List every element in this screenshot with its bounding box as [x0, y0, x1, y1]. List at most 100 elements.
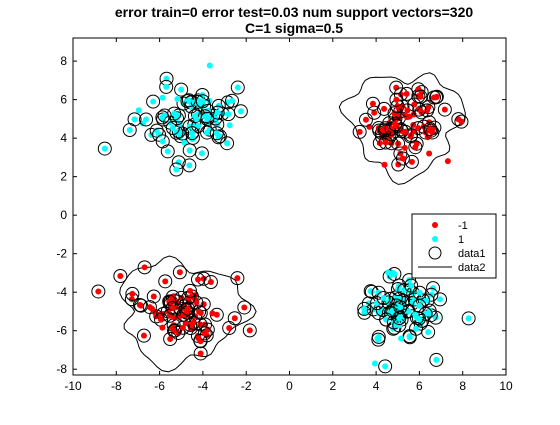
legend-entry-label: data1 [458, 248, 486, 260]
x-tick-label: -10 [64, 379, 82, 393]
legend-dot-marker [432, 222, 438, 228]
class-neg1-point [117, 273, 123, 279]
class-neg1-point [370, 101, 376, 107]
class-pos1-point [160, 138, 166, 144]
class-neg1-point [147, 304, 153, 310]
class-neg1-point [431, 95, 437, 101]
class-pos1-point [171, 111, 177, 117]
class-neg1-point [208, 279, 214, 285]
legend: -1 1 data1 data2 [412, 214, 496, 278]
class-neg1-point [363, 117, 369, 123]
class-pos1-point [204, 130, 210, 136]
class-neg1-point [202, 330, 208, 336]
class-pos1-point [200, 98, 206, 104]
class-pos1-point [215, 110, 221, 116]
class-neg1-point [247, 327, 253, 333]
class-pos1-point [225, 111, 231, 117]
class-pos1-point [186, 162, 192, 168]
class-pos1-point [385, 270, 391, 276]
class-neg1-point [167, 336, 173, 342]
class-neg1-point [382, 162, 388, 168]
y-tick-label: -4 [56, 285, 67, 299]
class-neg1-point [442, 107, 448, 113]
class-neg1-point [170, 305, 176, 311]
class-neg1-point [234, 275, 240, 281]
class-neg1-point [445, 158, 451, 164]
class-pos1-point [194, 116, 200, 122]
class-neg1-point [129, 291, 135, 297]
class-pos1-point [165, 148, 171, 154]
class-neg1-point [137, 302, 143, 308]
class-pos1-point [397, 304, 403, 310]
class-pos1-point [207, 62, 213, 68]
class-neg1-point [162, 278, 168, 284]
class-neg1-point [195, 335, 201, 341]
class-neg1-point [129, 296, 135, 302]
class-pos1-point [187, 147, 193, 153]
class-pos1-point [437, 296, 443, 302]
class-pos1-point [132, 116, 138, 122]
y-tick-label: 4 [60, 131, 67, 145]
class-neg1-point [411, 102, 417, 108]
class-neg1-point [241, 304, 247, 310]
x-tick-label: 0 [286, 379, 293, 393]
class-pos1-point [433, 357, 439, 363]
class-neg1-point [232, 315, 238, 321]
class-neg1-point [402, 145, 408, 151]
class-pos1-point [361, 306, 367, 312]
class-neg1-point [357, 129, 363, 135]
class-pos1-point [174, 96, 180, 102]
class-neg1-point [196, 309, 202, 315]
class-neg1-point [404, 91, 410, 97]
class-pos1-point [416, 303, 422, 309]
class-pos1-point [381, 295, 387, 301]
class-pos1-point [127, 127, 133, 133]
x-tick-label: 2 [329, 379, 336, 393]
x-tick-label: -4 [198, 379, 209, 393]
class-pos1-point [398, 335, 404, 341]
class-pos1-point [173, 167, 179, 173]
class-pos1-point [391, 271, 397, 277]
class-pos1-point [102, 146, 108, 152]
y-tick-label: -8 [56, 362, 67, 376]
class-pos1-point [170, 125, 176, 131]
class-neg1-point [209, 310, 215, 316]
class-neg1-point [427, 126, 433, 132]
class-neg1-point [195, 277, 201, 283]
legend-entry-label: -1 [458, 220, 468, 232]
class-pos1-point [189, 130, 195, 136]
class-pos1-point [235, 85, 241, 91]
class-pos1-point [229, 98, 235, 104]
class-neg1-point [95, 288, 101, 294]
y-tick-label: 2 [60, 170, 67, 184]
class-neg1-point [187, 288, 193, 294]
x-tick-label: 6 [416, 379, 423, 393]
class-neg1-point [458, 119, 464, 125]
chart-title-line-1: error train=0 error test=0.03 num suppor… [115, 4, 474, 20]
class-pos1-point [199, 150, 205, 156]
legend-entry-label: 1 [458, 234, 464, 246]
class-pos1-point [159, 114, 165, 120]
x-tick-label: 4 [373, 379, 380, 393]
class-neg1-point [198, 350, 204, 356]
class-pos1-point [224, 140, 230, 146]
x-tick-label: -8 [111, 379, 122, 393]
class-neg1-point [404, 107, 410, 113]
legend-entry-label: data2 [458, 262, 486, 274]
x-tick-label: -6 [154, 379, 165, 393]
x-tick-label: 8 [459, 379, 466, 393]
class-pos1-point [425, 329, 431, 335]
class-pos1-point [143, 116, 149, 122]
x-tick-label: 10 [499, 379, 513, 393]
class-pos1-point [227, 122, 233, 128]
x-tick-label: -2 [241, 379, 252, 393]
class-pos1-point [412, 312, 418, 318]
y-tick-label: 6 [60, 93, 67, 107]
class-neg1-point [177, 269, 183, 275]
class-neg1-point [426, 151, 432, 157]
class-pos1-point [186, 97, 192, 103]
class-neg1-point [418, 94, 424, 100]
class-pos1-point [376, 334, 382, 340]
class-pos1-point [136, 107, 142, 113]
